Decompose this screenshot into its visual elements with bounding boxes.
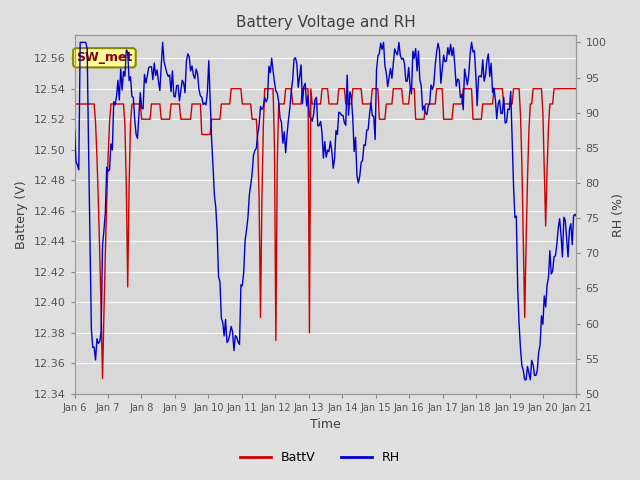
Y-axis label: RH (%): RH (%): [612, 192, 625, 237]
Y-axis label: Battery (V): Battery (V): [15, 180, 28, 249]
Legend: BattV, RH: BattV, RH: [235, 446, 405, 469]
X-axis label: Time: Time: [310, 419, 341, 432]
Title: Battery Voltage and RH: Battery Voltage and RH: [236, 15, 415, 30]
Text: SW_met: SW_met: [76, 51, 132, 64]
